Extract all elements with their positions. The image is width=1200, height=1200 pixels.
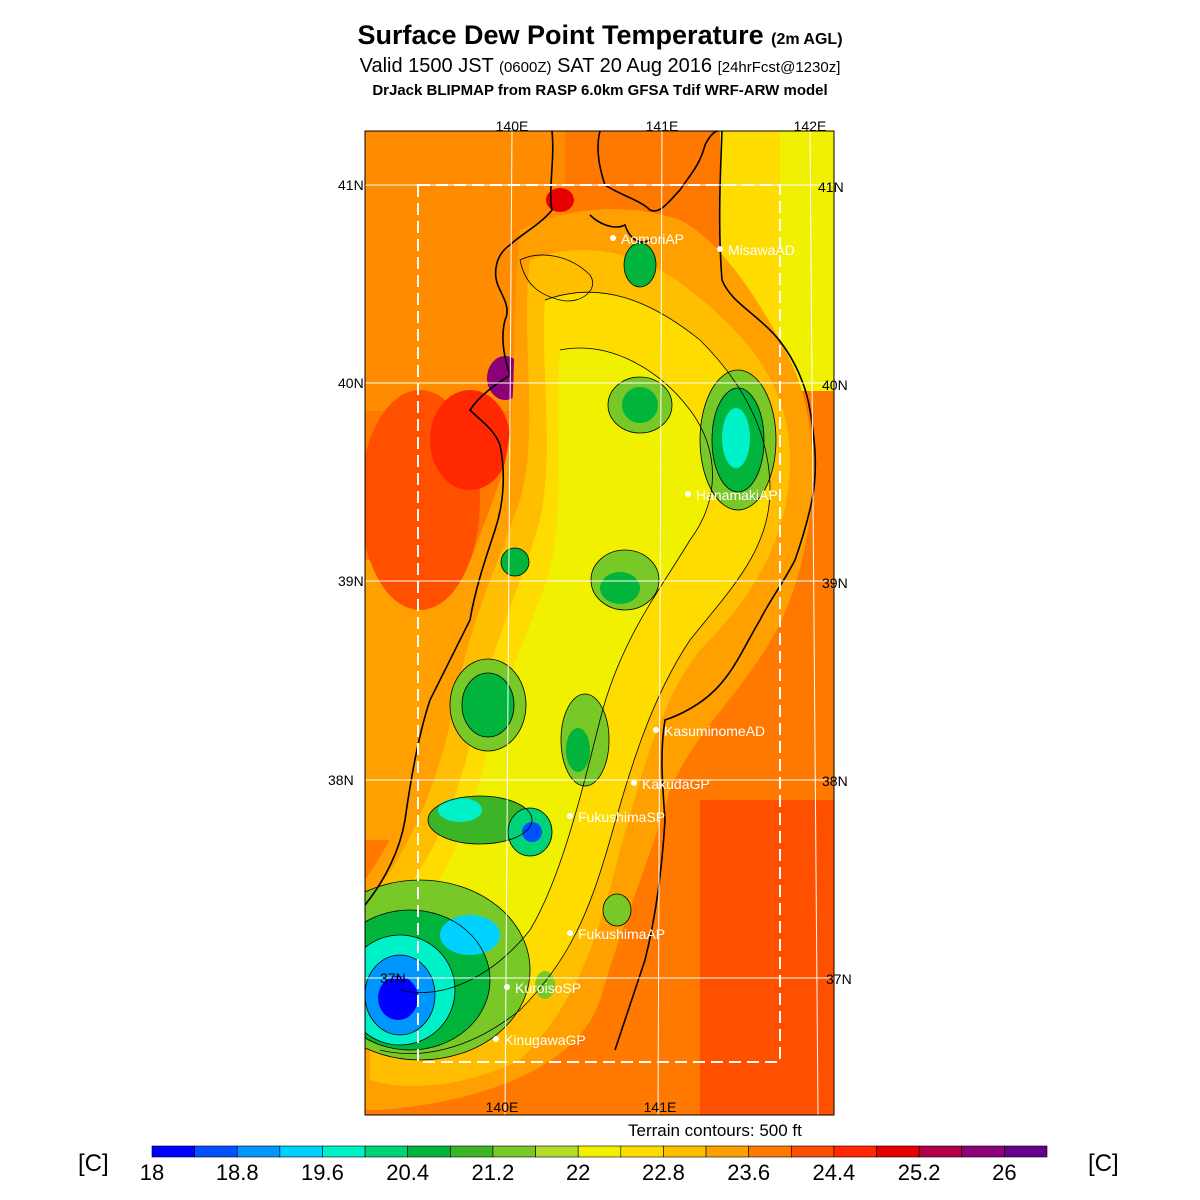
lon-label-top: 140E: [496, 118, 529, 134]
model-info: DrJack BLIPMAP from RASP 6.0km GFSA Tdif…: [372, 82, 828, 99]
colorbar-tick-label: 20.4: [386, 1160, 430, 1185]
station-dot: [493, 1036, 499, 1042]
colorbar-swatch: [790, 1145, 835, 1158]
map-field: [365, 131, 834, 1115]
colorbar-swatch: [833, 1145, 877, 1158]
colorbar-tick-label: 18.8: [215, 1160, 259, 1185]
colorbar-swatch: [577, 1145, 622, 1158]
valid-prefix: Valid 1500 JST: [359, 55, 494, 77]
colorbar-tick-label: 22.8: [642, 1160, 685, 1185]
colorbar: [151, 1145, 1048, 1158]
colorbar-swatch: [279, 1145, 323, 1158]
colorbar-swatch: [364, 1145, 409, 1158]
colorbar-tick-label: 26: [992, 1160, 1017, 1185]
valid-date: SAT 20 Aug 2016: [557, 55, 713, 77]
station-dot: [567, 930, 573, 936]
lat-label-left: 41N: [338, 177, 364, 193]
station-label: FukushimaSP: [578, 809, 665, 825]
lon-label-bottom: 140E: [486, 1099, 519, 1115]
valid-utc: (0600Z): [498, 59, 552, 76]
colorbar-tick-label: 19.6: [301, 1160, 344, 1185]
colorbar-tick-label: 24.4: [812, 1160, 856, 1185]
domain-box: [417, 184, 781, 1063]
station-dot: [653, 727, 659, 733]
station-dot: [685, 491, 691, 497]
colorbar-swatch: [450, 1145, 494, 1158]
station-dot: [610, 235, 616, 241]
map-frame: [364, 130, 835, 1116]
colorbar-unit-right: [C]: [1088, 1150, 1119, 1177]
lat-label-right: 41N: [818, 179, 844, 195]
colorbar-swatch: [876, 1145, 920, 1158]
lon-label-top: 142E: [794, 118, 827, 134]
colorbar-swatch: [663, 1145, 707, 1158]
lat-label-right: 39N: [822, 575, 848, 591]
terrain-contours: [365, 242, 777, 1061]
station-label: KakudaGP: [642, 776, 710, 792]
station-dot: [717, 246, 723, 252]
station-label: HanamakiAP: [696, 487, 778, 503]
colorbar-unit-left: [C]: [78, 1150, 109, 1177]
colorbar-swatch: [407, 1145, 451, 1158]
lat-label-left: 38N: [328, 772, 354, 788]
valid-time: Valid 1500 JST (0600Z) SAT 20 Aug 2016 […: [0, 55, 1200, 78]
station-dot: [631, 780, 637, 786]
colorbar-swatch: [194, 1145, 238, 1158]
station-label: MisawaAD: [728, 242, 795, 258]
lon-label-bottom: 141E: [644, 1099, 677, 1115]
lat-label-right: 38N: [822, 773, 848, 789]
colorbar-swatch: [322, 1145, 366, 1158]
colorbar-swatch: [151, 1145, 195, 1158]
station-dot: [504, 984, 510, 990]
colorbar-swatch: [705, 1145, 749, 1158]
page-title: Surface Dew Point Temperature (2m AGL): [0, 20, 1200, 51]
coastline: [365, 131, 817, 1051]
colorbar-tick-label: 25.2: [897, 1160, 941, 1185]
lon-label-top: 141E: [646, 118, 679, 134]
station-dot: [567, 813, 573, 819]
lat-label-left: 37N: [380, 970, 406, 986]
station-label: AomoriAP: [621, 231, 684, 247]
station-label: KasuminomeAD: [664, 723, 765, 739]
lat-label-left: 40N: [338, 375, 364, 391]
colorbar-swatch: [535, 1145, 579, 1158]
station-label: KinugawaGP: [504, 1032, 586, 1048]
colorbar-tick-label: 23.6: [727, 1160, 771, 1185]
lat-label-right: 37N: [826, 971, 852, 987]
colorbar-swatch: [961, 1145, 1005, 1158]
forecast-info: [24hrFcst@1230z]: [717, 59, 841, 76]
title-suffix: (2m AGL): [771, 31, 843, 48]
lat-label-right: 40N: [822, 377, 848, 393]
lat-label-left: 39N: [338, 573, 364, 589]
station-label: KuroisoSP: [515, 980, 581, 996]
terrain-note: Terrain contours: 500 ft: [628, 1121, 802, 1140]
colorbar-swatch: [1004, 1145, 1048, 1158]
colorbar-tick-label: 21.2: [471, 1160, 515, 1185]
colorbar-tick-label: 22: [565, 1160, 591, 1185]
station-markers: AomoriAP MisawaAD HanamakiAP KasuminomeA…: [493, 231, 795, 1048]
colorbar-swatch: [748, 1145, 792, 1158]
station-label: FukushimaAP: [578, 926, 665, 942]
colorbar-tick-label: 18: [139, 1160, 165, 1185]
colorbar-swatch: [236, 1145, 281, 1158]
colorbar-swatch: [492, 1145, 536, 1158]
title-main: Surface Dew Point Temperature: [357, 20, 764, 50]
colorbar-swatch: [620, 1145, 664, 1158]
lat-lon-grid: [365, 130, 834, 1116]
colorbar-swatch: [918, 1145, 963, 1158]
